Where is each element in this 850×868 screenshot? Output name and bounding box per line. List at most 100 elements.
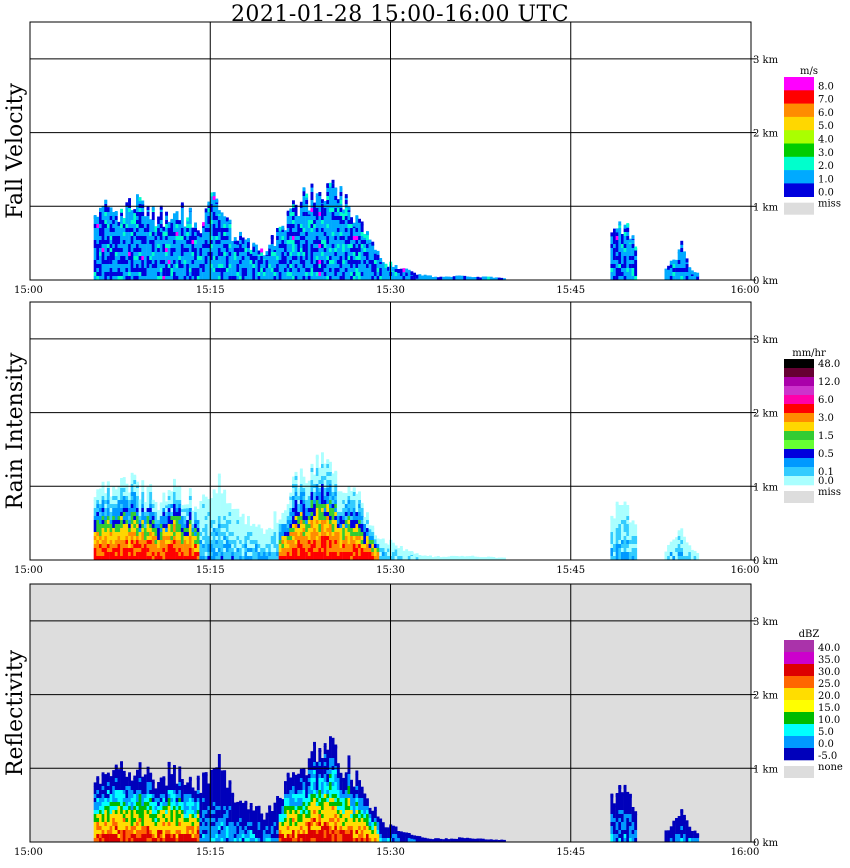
echo-cell — [93, 786, 97, 790]
echo-cell — [106, 240, 110, 244]
echo-cell — [613, 276, 616, 280]
echo-cell — [299, 548, 303, 552]
echo-cell — [188, 240, 192, 244]
echo-cell — [125, 208, 129, 212]
echo-cell — [334, 224, 338, 228]
echo-cell — [294, 268, 298, 272]
echo-cell — [133, 532, 137, 536]
echo-cell — [146, 256, 150, 260]
echo-cell — [106, 544, 110, 548]
echo-cell — [315, 232, 319, 236]
echo-cell — [112, 220, 116, 224]
echo-cell — [141, 212, 145, 216]
echo-cell — [128, 524, 131, 528]
echo-cell — [292, 516, 295, 520]
echo-cell — [350, 528, 353, 532]
echo-cell — [159, 822, 163, 826]
echo-cell — [215, 216, 219, 220]
echo-cell — [112, 786, 116, 790]
echo-cell — [331, 476, 335, 480]
echo-cell — [460, 275, 464, 280]
echo-cell — [683, 264, 686, 268]
echo-cell — [323, 264, 327, 268]
echo-cell — [143, 224, 147, 228]
echo-cell — [289, 224, 293, 228]
echo-cell — [183, 276, 187, 280]
echo-cell — [157, 272, 160, 276]
echo-cell — [199, 556, 203, 560]
echo-cell — [621, 260, 624, 264]
echo-cell — [628, 252, 632, 256]
echo-cell — [149, 782, 153, 786]
echo-cell — [344, 496, 348, 500]
echo-cell — [170, 236, 174, 240]
echo-cell — [151, 276, 155, 280]
echo-cell — [450, 276, 453, 280]
echo-cell — [183, 548, 187, 552]
echo-cell — [492, 557, 496, 560]
echo-cell — [112, 528, 116, 532]
echo-cell — [350, 508, 353, 512]
echo-cell — [191, 227, 195, 232]
echo-cell — [138, 774, 142, 778]
echo-cell — [241, 252, 245, 256]
echo-cell — [128, 198, 131, 203]
echo-cell — [114, 810, 118, 814]
echo-cell — [381, 262, 385, 267]
echo-cell — [358, 256, 361, 260]
echo-cell — [217, 228, 221, 232]
echo-cell — [106, 512, 110, 516]
echo-cell — [120, 524, 123, 528]
echo-cell — [149, 256, 153, 260]
echo-cell — [141, 244, 145, 248]
echo-cell — [109, 232, 113, 236]
echo-cell — [188, 556, 192, 560]
echo-cell — [138, 256, 142, 260]
echo-cell — [690, 552, 694, 556]
echo-cell — [178, 268, 182, 272]
echo-cell — [334, 470, 338, 475]
echo-cell — [204, 524, 208, 528]
echo-cell — [178, 838, 182, 842]
echo-cell — [178, 276, 182, 280]
echo-cell — [294, 512, 298, 516]
echo-cell — [347, 486, 351, 491]
echo-cell — [331, 548, 335, 552]
echo-cell — [344, 194, 348, 199]
echo-cell — [99, 268, 102, 272]
echo-cell — [202, 500, 205, 504]
echo-cell — [241, 536, 245, 540]
echo-cell — [165, 814, 168, 818]
echo-cell — [122, 504, 126, 508]
echo-cell — [104, 228, 108, 232]
echo-cell — [133, 212, 137, 216]
echo-cell — [196, 544, 200, 548]
echo-cell — [99, 802, 102, 806]
echo-cell — [178, 504, 182, 508]
echo-cell — [217, 248, 221, 252]
echo-cell — [93, 264, 97, 268]
echo-cell — [109, 512, 113, 516]
echo-cell — [236, 276, 240, 280]
echo-cell — [120, 516, 123, 520]
echo-cell — [138, 548, 142, 552]
echo-cell — [101, 212, 105, 216]
echo-cell — [294, 228, 298, 232]
echo-cell — [212, 508, 216, 512]
echo-cell — [167, 782, 171, 786]
echo-cell — [170, 268, 174, 272]
echo-cell — [149, 814, 153, 818]
echo-cell — [329, 536, 332, 540]
echo-cell — [165, 512, 168, 516]
echo-cell — [133, 775, 137, 780]
echo-cell — [323, 208, 327, 212]
echo-cell — [358, 536, 361, 540]
echo-cell — [130, 802, 134, 806]
echo-cell — [387, 276, 390, 280]
echo-cell — [339, 536, 343, 540]
echo-cell — [339, 544, 343, 548]
echo-cell — [138, 272, 142, 276]
echo-cell — [297, 540, 301, 544]
echo-cell — [302, 480, 306, 484]
echo-cell — [321, 456, 324, 460]
